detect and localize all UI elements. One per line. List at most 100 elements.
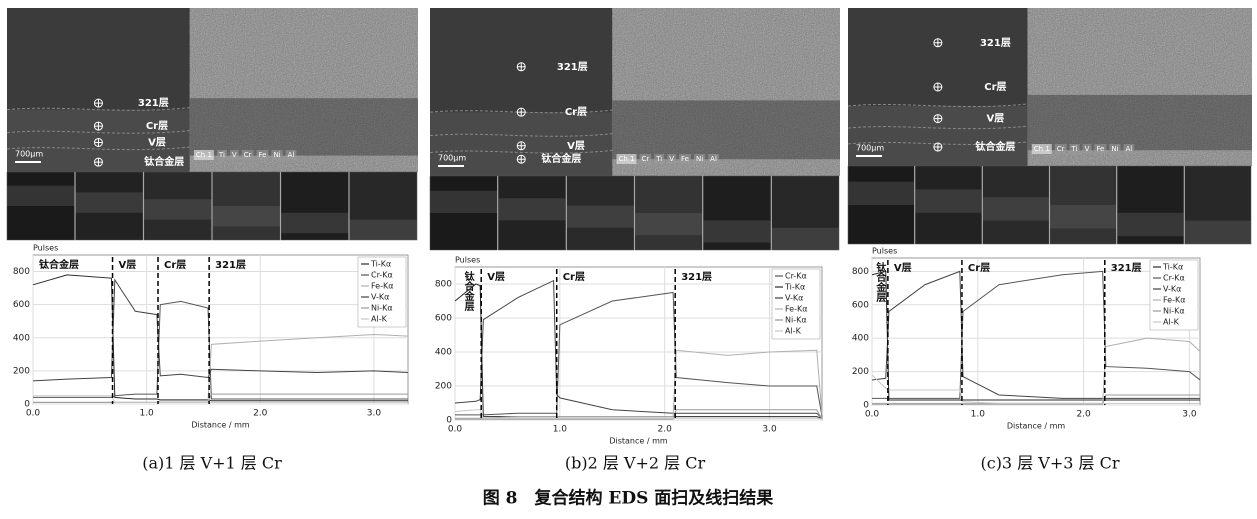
crosshair — [933, 114, 942, 123]
element-map-band — [144, 199, 212, 220]
figure-caption: 图 8 复合结构 EDS 面扫及线扫结果 — [483, 488, 774, 509]
plot-area — [454, 266, 823, 421]
legend-label: Fe-Kα — [1163, 296, 1186, 305]
legend-label: Cr-Kα — [1163, 274, 1185, 283]
eds-map — [612, 8, 840, 176]
crosshair — [94, 122, 103, 131]
region-label: V层 — [894, 262, 912, 274]
channel-chip: Fe — [258, 151, 266, 159]
legend-label: V-Kα — [371, 293, 389, 302]
layer-boundary — [429, 109, 613, 114]
layer-label: V层 — [148, 136, 166, 148]
element-map-thumb — [349, 171, 418, 241]
x-tick-label: 3.0 — [762, 425, 777, 435]
channel-chip: Al — [710, 155, 717, 163]
y-tick-label: 0 — [863, 401, 869, 411]
y-tick-label: 400 — [13, 333, 30, 343]
layer-label: 钛合金层 — [975, 140, 1015, 153]
channel-chip: V — [232, 151, 237, 159]
element-map-thumb — [982, 165, 1050, 245]
element-map-thumb — [566, 175, 635, 251]
legend-label: Ni-Kα — [785, 316, 807, 325]
y-tick-label: 800 — [13, 267, 30, 277]
crosshair — [933, 83, 942, 91]
channel-chip: Fe — [1096, 145, 1104, 153]
panel-caption: (c)3 层 V+3 层 Cr — [980, 454, 1119, 473]
channel-chip-bg — [1094, 144, 1107, 154]
channel-chip-bg — [229, 150, 239, 160]
legend-label: Al-K — [785, 327, 802, 336]
eds-map-band — [612, 100, 840, 160]
crosshair — [517, 108, 526, 117]
region-label: 321层 — [681, 271, 712, 283]
element-map-band — [1050, 205, 1117, 229]
plot-area — [871, 257, 1201, 406]
legend-box — [771, 268, 821, 340]
layer-label: Cr层 — [984, 81, 1006, 93]
layer-boundary — [429, 149, 613, 154]
legend-label: Ti-Kα — [370, 260, 391, 269]
channel-chip: Ch 1 — [618, 155, 634, 163]
legend-label: Cr-Kα — [371, 271, 393, 280]
series-line — [871, 270, 1200, 401]
element-map-thumb — [498, 175, 566, 251]
channel-chip: Ti — [1071, 145, 1078, 153]
y-axis-label: Pulses — [872, 247, 897, 256]
element-map-thumb — [634, 175, 703, 251]
channel-chip-bg — [616, 154, 637, 164]
y-tick-label: 0 — [24, 400, 30, 410]
layer-label: 321层 — [138, 97, 169, 109]
x-tick-label: 2.0 — [1076, 410, 1091, 420]
channel-chip: Ti — [218, 151, 225, 159]
y-tick-label: 800 — [435, 280, 452, 290]
layer-boundary — [847, 141, 1028, 145]
legend-label: Ni-Kα — [371, 304, 393, 313]
y-tick-label: 200 — [13, 366, 30, 376]
region-label: 钛合金层 — [874, 261, 887, 303]
element-map-band — [635, 213, 703, 236]
element-map-band — [771, 227, 839, 250]
layer-label: V层 — [987, 113, 1005, 125]
channel-chip: Al — [288, 151, 295, 159]
y-tick-label: 0 — [446, 416, 452, 426]
series-line — [455, 349, 823, 419]
channel-chip: Ch 1 — [196, 151, 212, 159]
crosshair — [517, 62, 526, 71]
y-tick-label: 800 — [852, 267, 869, 277]
region-label: Cr层 — [563, 271, 585, 283]
eds-map — [189, 8, 418, 172]
layer-boundary — [429, 133, 613, 137]
legend-label: V-Kα — [1163, 285, 1181, 294]
element-map-thumb — [1184, 165, 1252, 245]
region-label: 321层 — [1111, 262, 1142, 274]
element-map-thumb — [75, 171, 144, 241]
eds-map — [1027, 8, 1252, 166]
y-axis-label: Pulses — [33, 244, 58, 253]
x-tick-label: 3.0 — [1182, 410, 1197, 420]
panel-caption: (a)1 层 V+1 层 Cr — [142, 454, 282, 473]
series-line — [872, 270, 1201, 399]
legend-label: Ni-Kα — [1163, 307, 1185, 316]
series-line — [872, 394, 1200, 405]
series-line — [454, 279, 823, 419]
region-label: 321层 — [215, 259, 246, 271]
layer-boundary — [6, 130, 190, 134]
channel-chip-bg — [256, 150, 269, 160]
x-tick-label: 2.0 — [253, 409, 268, 419]
channel-chip-bg — [693, 154, 706, 164]
legend-box — [357, 256, 407, 328]
channel-chip: V — [669, 155, 674, 163]
element-map-thumb — [1117, 165, 1184, 245]
element-map-band — [430, 190, 498, 213]
element-map-thumb — [212, 171, 281, 241]
y-tick-label: 200 — [435, 382, 452, 392]
legend-label: Al-K — [1163, 318, 1180, 327]
channel-chip-bg — [271, 150, 283, 160]
channel-chip-bg — [1109, 144, 1121, 154]
channel-chip: Ch 1 — [1034, 145, 1050, 153]
channel-chip: Cr — [244, 151, 252, 159]
region-label: Cr层 — [164, 259, 186, 271]
x-tick-label: 1.0 — [553, 425, 568, 435]
element-map-thumb — [280, 171, 349, 241]
